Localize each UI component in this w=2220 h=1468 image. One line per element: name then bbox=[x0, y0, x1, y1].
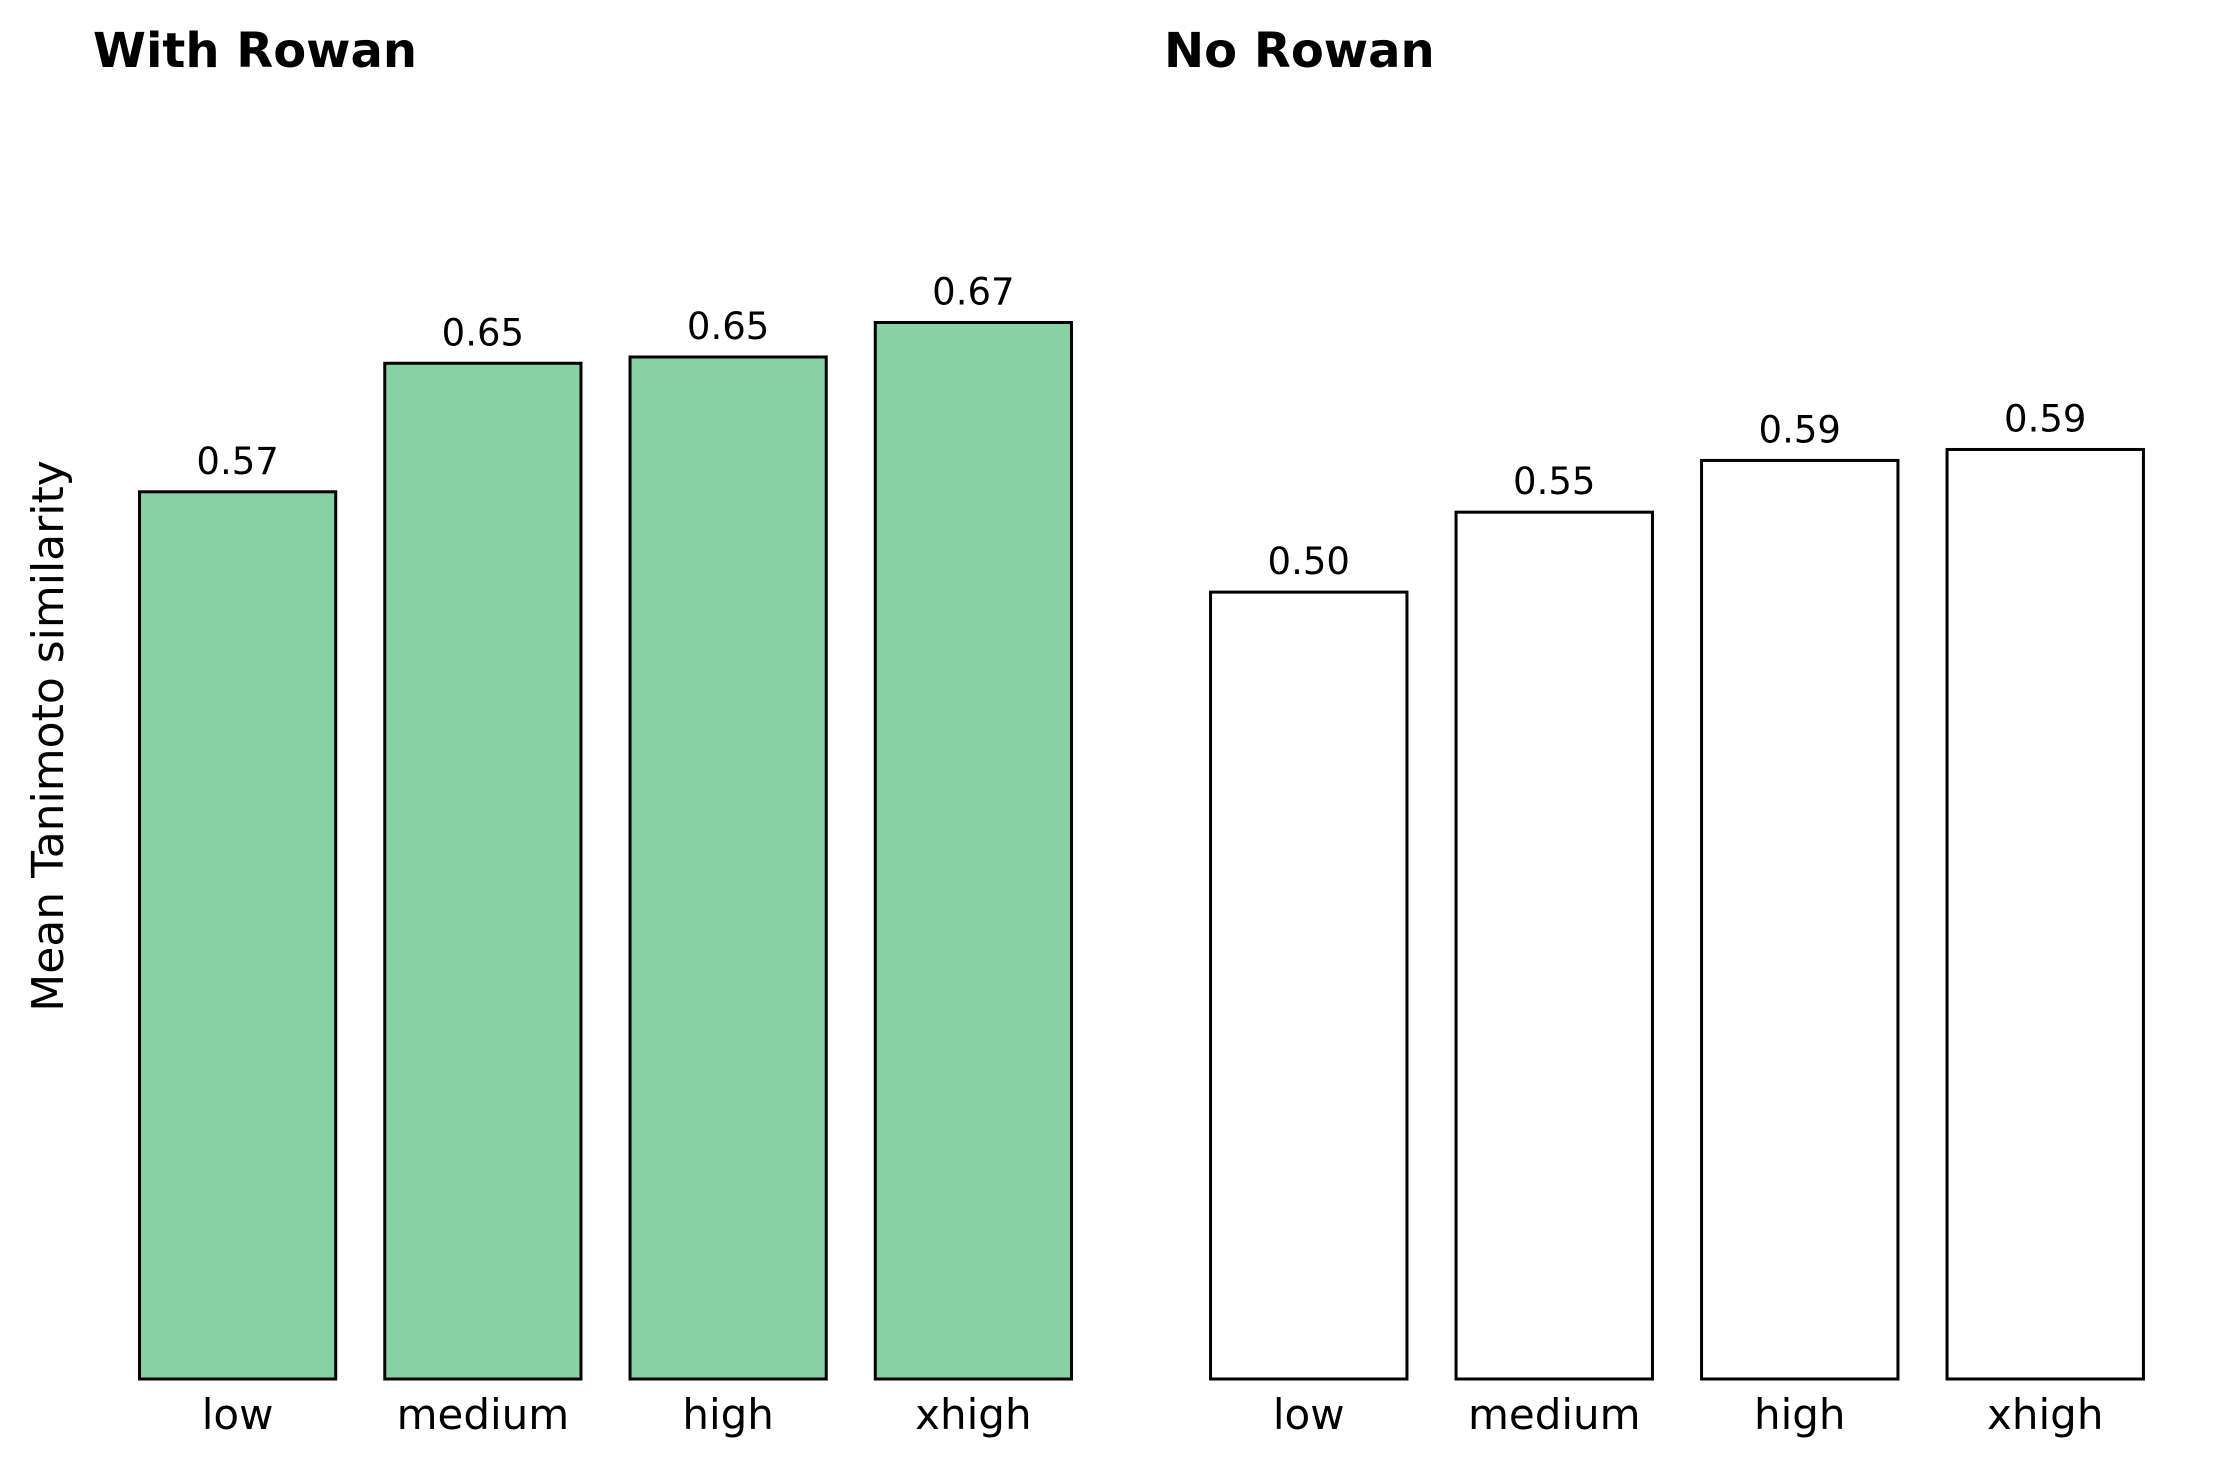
value-label: 0.59 bbox=[2004, 397, 2086, 440]
bar bbox=[628, 355, 828, 1381]
bar bbox=[1700, 458, 1900, 1381]
bar bbox=[1209, 590, 1409, 1381]
chart-title: No Rowan bbox=[1164, 23, 1435, 79]
value-label: 0.65 bbox=[687, 305, 769, 348]
x-tick-label: xhigh bbox=[1987, 1390, 2103, 1439]
x-tick-label: medium bbox=[1468, 1390, 1641, 1439]
value-label: 0.67 bbox=[932, 271, 1014, 314]
value-label: 0.65 bbox=[442, 311, 524, 354]
value-label: 0.50 bbox=[1268, 540, 1350, 583]
value-label: 0.59 bbox=[1759, 408, 1841, 451]
chart-title: With Rowan bbox=[93, 23, 417, 79]
x-tick-label: medium bbox=[397, 1390, 570, 1439]
x-tick-label: xhigh bbox=[915, 1390, 1031, 1439]
x-tick-label: high bbox=[1754, 1390, 1846, 1439]
bar bbox=[383, 361, 583, 1381]
x-tick-label: low bbox=[1273, 1390, 1345, 1439]
x-tick-label: low bbox=[202, 1390, 274, 1439]
bar bbox=[873, 321, 1073, 1381]
x-tick-label: high bbox=[682, 1390, 774, 1439]
bar bbox=[1454, 510, 1654, 1381]
y-axis-label: Mean Tanimoto similarity bbox=[23, 460, 74, 1012]
value-label: 0.57 bbox=[196, 440, 278, 483]
bar bbox=[1945, 447, 2145, 1381]
bar bbox=[138, 490, 338, 1381]
value-label: 0.55 bbox=[1513, 460, 1595, 503]
